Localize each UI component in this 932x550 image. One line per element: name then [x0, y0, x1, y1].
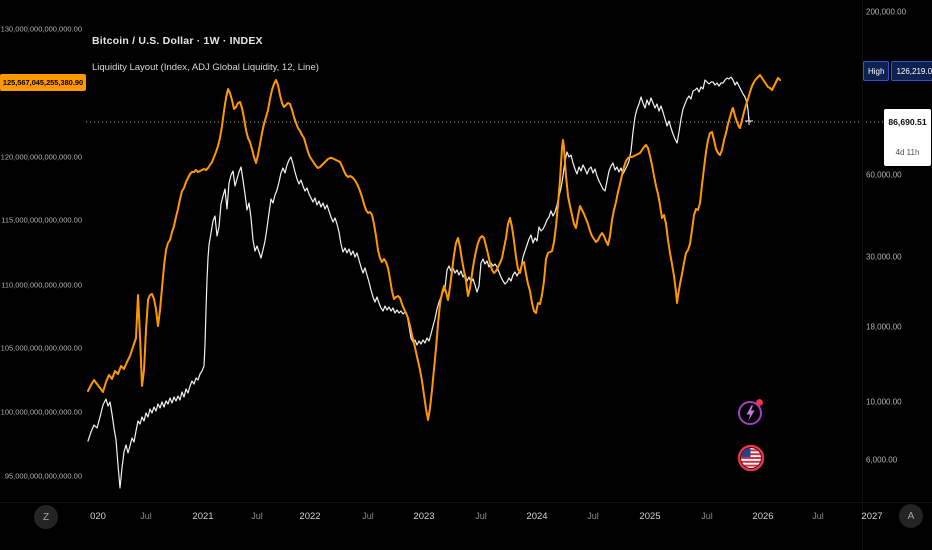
bar-countdown: 4d 11h — [895, 148, 920, 157]
time-axis-label: Jul — [251, 511, 263, 521]
high-price-badge: High 126,219.03 — [863, 61, 932, 81]
last-price-badge: 86,690.51 4d 11h — [884, 109, 931, 166]
idea-lightning-bubble[interactable] — [737, 398, 765, 426]
left-axis-label: 110,000,000,000,000.00 — [1, 280, 82, 290]
last-price-value: 86,690.51 — [888, 117, 927, 127]
time-axis-label: 2022 — [299, 511, 321, 522]
notification-dot — [756, 399, 763, 406]
liquidity-value-badge: 125,567,045,255,380.90 — [0, 73, 86, 91]
time-axis-label: 2024 — [526, 511, 548, 522]
symbol-title[interactable]: Bitcoin / U.S. Dollar · 1W · INDEX — [92, 35, 263, 47]
time-axis-label: Jul — [587, 511, 599, 521]
right-axis-label: 60,000.00 — [866, 170, 902, 180]
right-axis-label: 200,000.00 — [866, 7, 907, 17]
time-axis-label: 2021 — [192, 511, 214, 522]
left-axis-label: 100,000,000,000,000.00 — [0, 407, 82, 417]
btc-price-scale[interactable]: 200,000.00 60,000.00 30,000.00 18,000.00 10,… — [862, 0, 932, 500]
time-axis-label: Jul — [140, 511, 152, 521]
time-axis-label: Jul — [701, 511, 713, 521]
right-axis-label: 30,000.00 — [866, 252, 902, 262]
right-axis-label: 6,000.00 — [866, 455, 898, 465]
left-axis-label: 120,000,000,000,000.00 — [0, 152, 82, 162]
time-axis-label: Jul — [362, 511, 374, 521]
left-axis-label: 115,000,000,000,000.00 — [1, 215, 82, 225]
auto-scale-button[interactable]: A — [899, 504, 923, 528]
price-scale-separator — [862, 0, 863, 550]
legend: Bitcoin / U.S. Dollar · 1W · INDEX Liqui… — [92, 35, 319, 74]
timezone-button[interactable]: Z — [34, 505, 58, 529]
us-flag-bubble[interactable] — [737, 444, 765, 472]
left-axis-label: 95,000,000,000,000.00 — [4, 471, 82, 481]
right-axis-label: 18,000.00 — [866, 322, 902, 332]
time-axis-label: 2023 — [413, 511, 435, 522]
time-scale[interactable]: 020 Jul 2021 Jul 2022 Jul 2023 Jul 2024 Jul 2025 Ju… — [0, 502, 932, 550]
high-label: High — [863, 61, 890, 81]
time-axis-label: 020 — [90, 511, 106, 522]
time-axis-label: Jul — [475, 511, 487, 521]
time-axis-label: 2026 — [752, 511, 774, 522]
indicator-title[interactable]: Liquidity Layout (Index, ADJ Global Liqu… — [92, 62, 319, 73]
liquidity-price-scale[interactable]: 130,000,000,000,000.00 120,000,000,000,00… — [0, 0, 84, 500]
time-axis-label: Jul — [812, 511, 824, 521]
time-axis-label: 2025 — [639, 511, 661, 522]
left-axis-label: 105,000,000,000,000.00 — [0, 343, 82, 353]
left-axis-label: 130,000,000,000,000.00 — [0, 24, 82, 34]
time-axis-label: 2027 — [861, 511, 883, 522]
us-flag-icon — [737, 444, 765, 472]
right-axis-label: 10,000.00 — [866, 397, 902, 407]
high-value: 126,219.03 — [891, 61, 932, 81]
lightning-bolt-icon — [738, 399, 763, 425]
